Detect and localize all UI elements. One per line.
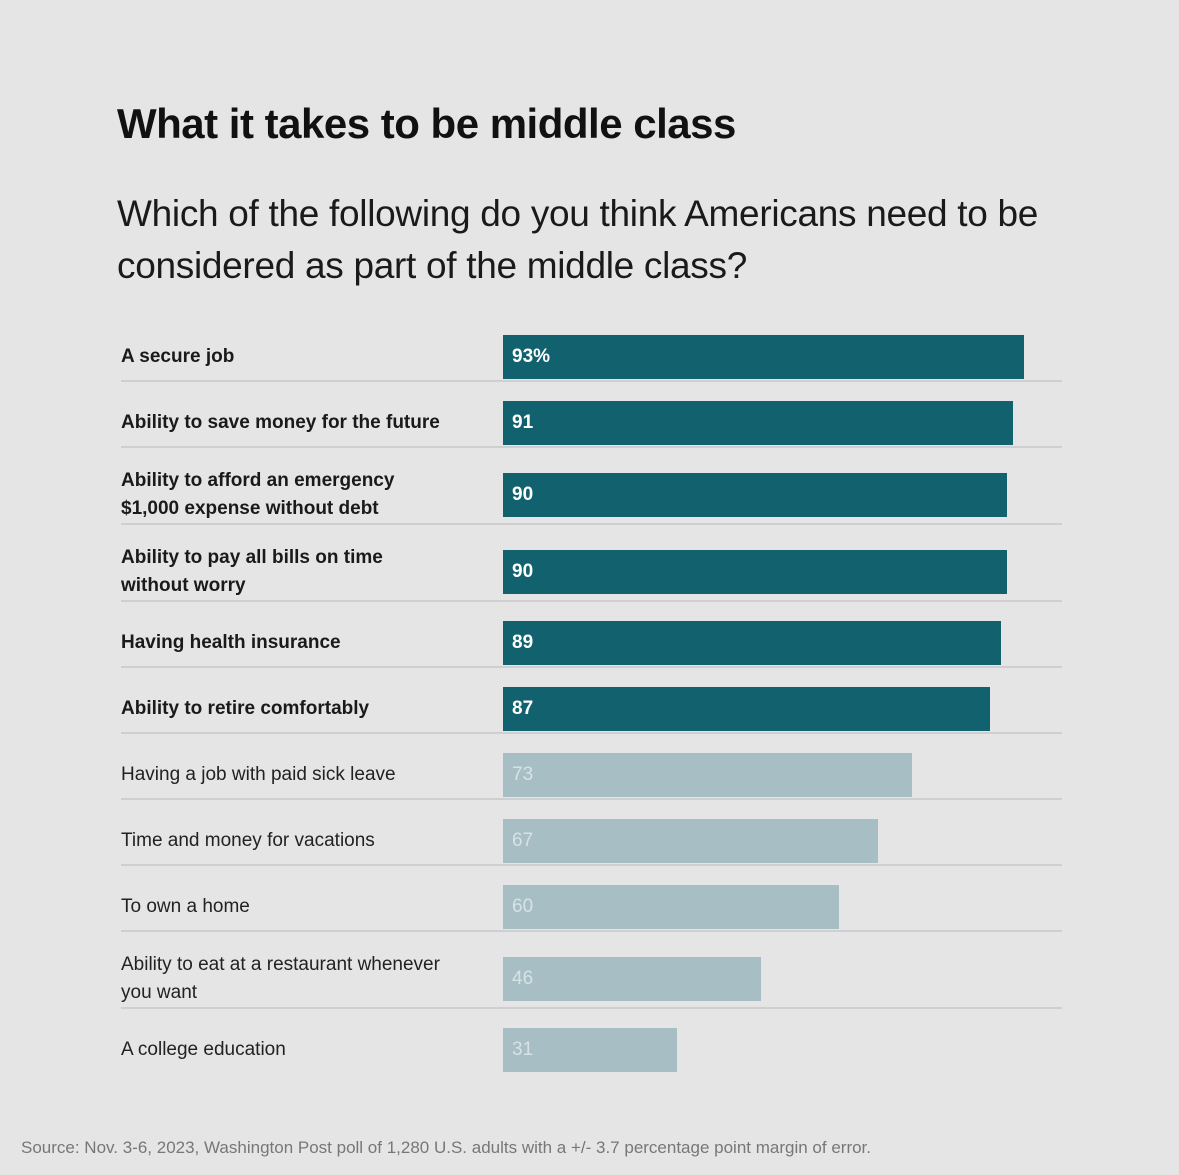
category-label: Ability to afford an emergency $1,000 exp… (121, 467, 496, 523)
category-label-line: A secure job (121, 346, 235, 367)
bar-row: Time and money for vacations 67 (121, 810, 1062, 876)
source-note: Source: Nov. 3-6, 2023, Washington Post … (21, 1138, 871, 1157)
bar-row: Ability to save money for the future 91 (121, 392, 1062, 458)
bar-row: Ability to eat at a restaurant whenever y… (121, 942, 1062, 1019)
category-label: Ability to save money for the future (121, 409, 496, 437)
category-label: Ability to eat at a restaurant whenever y… (121, 951, 496, 1007)
category-label-line: Ability to pay all bills on time (121, 546, 383, 568)
category-label-line: Time and money for vacations (121, 830, 375, 851)
bar-row: Having health insurance 89 (121, 612, 1062, 678)
category-label: A secure job (121, 343, 496, 371)
bar: 73 (503, 753, 912, 797)
bar-row: Ability to pay all bills on time without … (121, 535, 1062, 612)
data-label: 46 (512, 967, 534, 989)
chart-title: What it takes to be middle class (117, 100, 736, 147)
chart-subtitle: Which of the following do you think Amer… (117, 193, 1039, 286)
bar: 31 (503, 1028, 677, 1072)
bar-row: A secure job 93% (121, 326, 1062, 392)
bar-row: Ability to afford an emergency $1,000 exp… (121, 458, 1062, 535)
category-label-line: Having health insurance (121, 632, 341, 653)
category-label-line: you want (121, 981, 198, 1003)
row-divider (121, 446, 1062, 448)
category-label: To own a home (121, 893, 496, 921)
category-label: Having a job with paid sick leave (121, 761, 496, 789)
bar: 46 (503, 956, 761, 1001)
category-label-line: To own a home (121, 896, 250, 917)
data-label: 73 (512, 764, 534, 785)
row-divider (121, 380, 1062, 382)
bar: 93% (503, 335, 1024, 379)
category-label-line: $1,000 expense without debt (121, 497, 379, 519)
bar-row: To own a home 60 (121, 876, 1062, 942)
category-label-line: Ability to save money for the future (121, 412, 440, 433)
category-label: Time and money for vacations (121, 827, 496, 855)
category-label: Ability to pay all bills on time without … (121, 544, 496, 600)
row-divider (121, 930, 1062, 932)
data-label: 90 (512, 483, 534, 505)
bar: 90 (503, 549, 1007, 594)
row-divider (121, 1007, 1062, 1009)
data-label: 93% (512, 346, 551, 367)
data-label: 31 (512, 1039, 534, 1060)
category-label: Ability to retire comfortably (121, 695, 496, 723)
bar: 89 (503, 621, 1002, 665)
category-label-line: Having a job with paid sick leave (121, 764, 396, 785)
row-divider (121, 864, 1062, 866)
bar: 91 (503, 401, 1013, 445)
bar: 60 (503, 885, 839, 929)
category-label-line: Ability to afford an emergency (121, 469, 395, 491)
bar: 87 (503, 687, 991, 731)
data-label: 89 (512, 632, 534, 653)
category-label-line: without worry (121, 574, 246, 596)
bar-row: Ability to retire comfortably 87 (121, 678, 1062, 744)
data-label: 60 (512, 896, 534, 917)
data-label: 91 (512, 412, 534, 433)
row-divider (121, 600, 1062, 602)
row-divider (121, 732, 1062, 734)
category-label-line: Ability to retire comfortably (121, 698, 370, 719)
bar-row: Having a job with paid sick leave 73 (121, 744, 1062, 810)
row-divider (121, 798, 1062, 800)
data-label: 67 (512, 830, 534, 851)
category-label-line: Ability to eat at a restaurant whenever (121, 953, 440, 975)
row-divider (121, 666, 1062, 668)
category-label: Having health insurance (121, 629, 496, 657)
bar: 67 (503, 819, 879, 863)
category-label: A college education (121, 1036, 496, 1064)
row-divider (121, 523, 1062, 525)
data-label: 90 (512, 560, 534, 582)
category-label-line: A college education (121, 1039, 286, 1060)
data-label: 87 (512, 698, 534, 719)
bar-row: A college education 31 (121, 1019, 1062, 1085)
bar: 90 (503, 472, 1007, 517)
